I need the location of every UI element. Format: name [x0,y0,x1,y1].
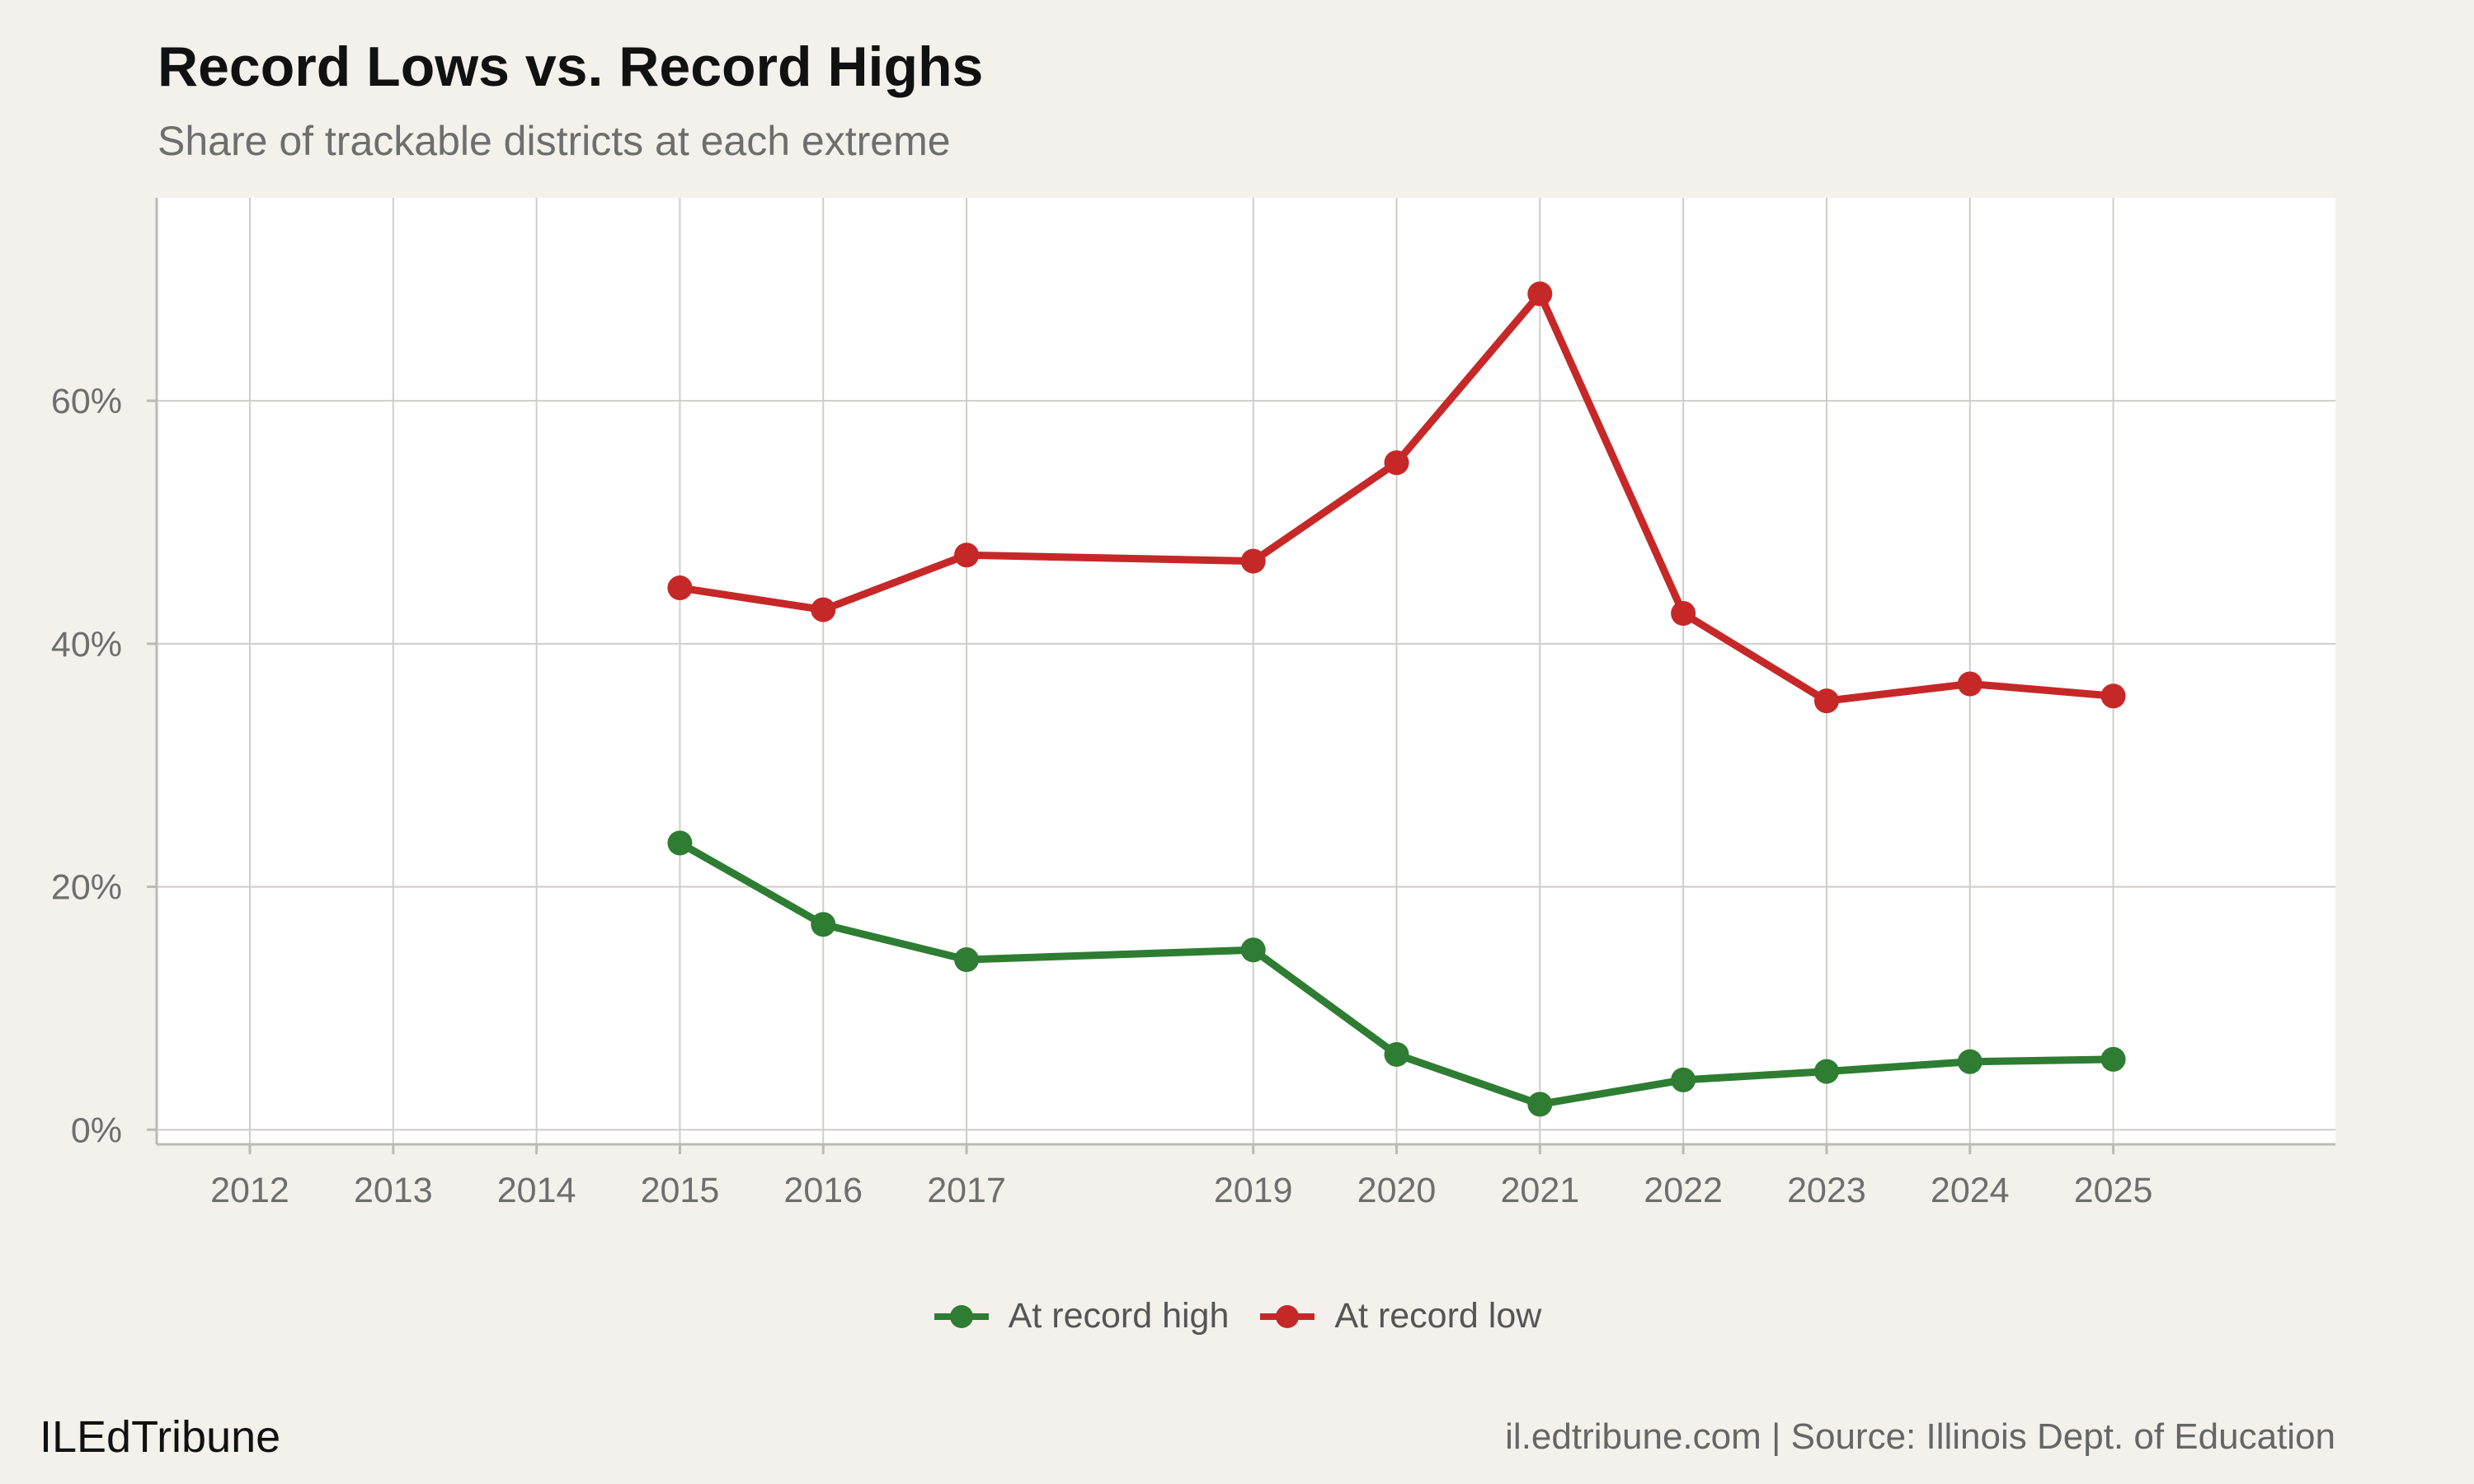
data-point-high [811,912,836,937]
plot-panel [157,198,2335,1144]
data-point-low [811,597,836,622]
chart-title: Record Lows vs. Record Highs [158,35,984,98]
y-tick-label: 0% [71,1111,122,1150]
x-tick-label: 2013 [354,1171,433,1210]
legend-key-high-icon [934,1304,989,1328]
data-point-low [1813,688,1839,714]
data-point-high [1527,1092,1553,1117]
data-point-low [1384,450,1409,476]
x-tick-label: 2022 [1644,1171,1723,1210]
legend-item-high: At record high [933,1296,1230,1336]
x-tick-label: 2025 [2074,1171,2153,1210]
legend-key-low-icon [1260,1304,1315,1328]
x-tick-label: 2017 [927,1171,1006,1210]
x-tick-label: 2020 [1357,1171,1437,1210]
data-point-low [954,542,980,568]
series-line-low [675,289,2118,705]
x-tick-label: 2023 [1787,1171,1866,1210]
source-credit: il.edtribune.com | Source: Illinois Dept… [1505,1416,2335,1457]
x-tick-label: 2014 [497,1171,576,1210]
data-point-high [1957,1049,1982,1074]
data-point-low [2100,683,2126,709]
data-point-low [667,575,693,601]
data-point-high [2100,1046,2126,1072]
x-tick-label: 2019 [1214,1171,1293,1210]
data-point-high [954,947,980,972]
data-point-low [1957,671,1982,697]
data-point-low [1527,281,1553,307]
chart-subtitle: Share of trackable districts at each ext… [158,118,951,164]
y-tick-label: 20% [51,868,122,908]
data-point-high [1671,1067,1696,1092]
y-tick-label: 60% [51,382,122,421]
x-tick-label: 2021 [1500,1171,1579,1210]
series-line-high [675,839,2118,1108]
y-tick-label: 40% [51,625,122,665]
data-point-low [1671,601,1696,626]
legend-item-low: At record low [1258,1296,1541,1336]
legend: At record high At record low [0,1296,2474,1336]
data-point-high [1240,937,1266,963]
brand-logo-text: ILEdTribune [40,1412,281,1462]
legend-label-high: At record high [1008,1296,1230,1336]
x-tick-label: 2016 [783,1171,863,1210]
data-point-low [1240,548,1266,574]
x-tick-label: 2012 [210,1171,289,1210]
x-tick-label: 2024 [1931,1171,2010,1210]
data-point-high [667,830,693,856]
legend-label-low: At record low [1334,1296,1542,1336]
x-tick-label: 2015 [641,1171,720,1210]
data-point-high [1384,1041,1409,1067]
data-point-high [1813,1059,1839,1084]
